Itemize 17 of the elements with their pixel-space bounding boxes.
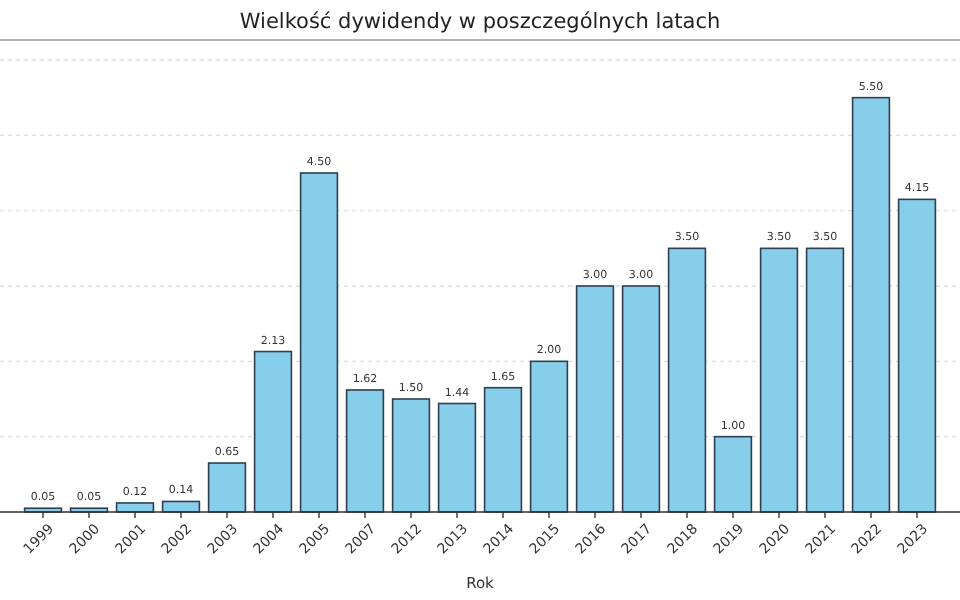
bar — [713, 435, 753, 513]
bar — [437, 402, 477, 513]
bar — [851, 96, 891, 513]
chart-title: Wielkość dywidendy w poszczególnych latach — [239, 10, 721, 34]
bar — [299, 172, 339, 513]
bar — [897, 198, 937, 513]
bar — [345, 389, 385, 513]
bar — [253, 350, 293, 513]
bar — [805, 247, 845, 513]
bar — [529, 360, 569, 513]
bar — [575, 285, 615, 513]
bar — [667, 247, 707, 513]
bar — [621, 285, 661, 513]
bar — [207, 462, 247, 513]
bar — [483, 386, 523, 513]
bar — [759, 247, 799, 513]
bar — [391, 398, 431, 513]
